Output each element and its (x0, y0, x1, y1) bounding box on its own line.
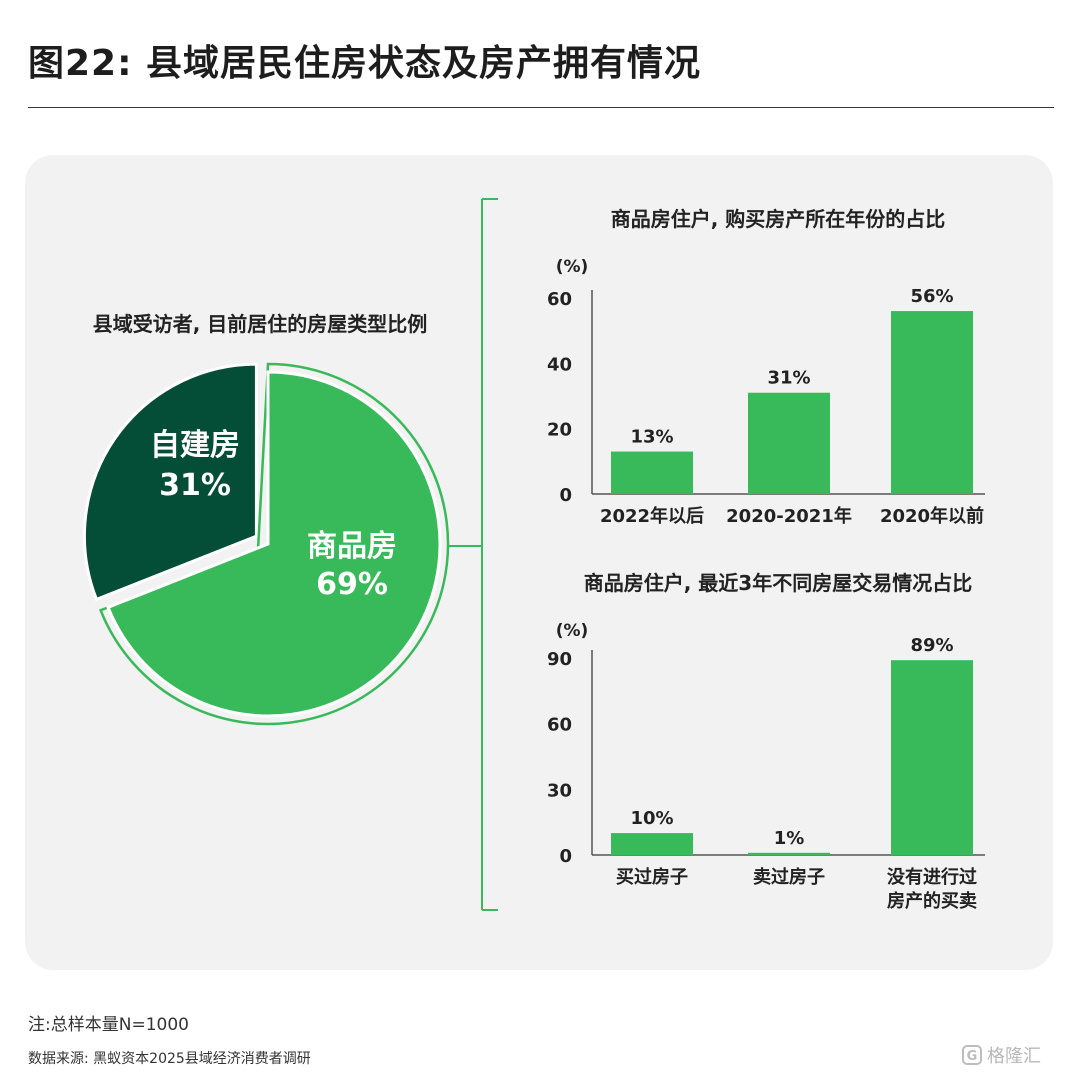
bar-data-label: 13% (630, 427, 673, 448)
bar-data-label: 10% (630, 808, 673, 829)
bar-data-label: 89% (910, 635, 953, 656)
watermark-text: 格隆汇 (987, 1046, 1041, 1067)
bar-data-label: 31% (767, 368, 810, 389)
pie-chart-title: 县域受访者, 目前居住的房屋类型比例 (93, 312, 428, 336)
y-tick-label: 60 (547, 715, 572, 736)
pie-slice-label: 31% (159, 468, 231, 503)
x-category-label: 卖过房子 (753, 866, 825, 888)
bar (611, 451, 693, 494)
bar (891, 311, 973, 494)
x-category-label: 2020-2021年 (726, 505, 852, 527)
pie-slice-outline (99, 362, 450, 726)
x-category-label: 房产的买卖 (887, 890, 977, 912)
pie-slice (82, 362, 258, 602)
x-category-label: 2020年以前 (880, 505, 984, 527)
bar-data-label: 1% (774, 828, 805, 849)
x-category-label: 没有进行过 (887, 866, 977, 888)
title-divider (28, 107, 1054, 108)
y-tick-label: 0 (559, 485, 572, 506)
y-tick-label: 90 (547, 649, 572, 670)
bar (891, 660, 973, 855)
pie-slice-label: 69% (316, 567, 388, 602)
watermark: G 格隆汇 (962, 1042, 1041, 1068)
pie-slice (106, 370, 442, 718)
bar-chart-purchase-year: 商品房住户, 购买房产所在年份的占比 (%) 0 20 40 60 13% 2022年以后… (547, 207, 985, 527)
bar-data-label: 56% (910, 286, 953, 307)
y-tick-label: 30 (547, 780, 572, 801)
y-tick-label: 40 (547, 354, 572, 375)
y-tick-label: 60 (547, 289, 572, 310)
y-tick-label: 0 (559, 846, 572, 867)
bar-chart-purchase-year-unit: (%) (556, 257, 589, 277)
x-category-label: 买过房子 (616, 866, 688, 888)
y-tick-label: 20 (547, 420, 572, 441)
bar-chart-transactions-title: 商品房住户, 最近3年不同房屋交易情况占比 (584, 571, 972, 595)
bar-chart-transactions-unit: (%) (556, 621, 589, 641)
chart-panel (25, 155, 1053, 970)
pie-slice-name: 商品房 (307, 529, 397, 564)
sample-note: 注:总样本量N=1000 (28, 1015, 189, 1035)
watermark-logo-icon: G (962, 1045, 982, 1065)
figure-title: 图22: 县域居民住房状态及房产拥有情况 (28, 43, 702, 84)
bar-chart-purchase-year-title: 商品房住户, 购买房产所在年份的占比 (611, 207, 946, 231)
bar (748, 392, 830, 494)
bar (748, 852, 830, 855)
x-category-label: 2022年以后 (600, 505, 704, 527)
bar (611, 833, 693, 855)
bracket-connector (447, 198, 498, 911)
data-source: 数据来源: 黑蚁资本2025县域经济消费者调研 (28, 1051, 311, 1067)
pie-slice-name: 自建房 (150, 428, 240, 463)
bar-chart-transactions: 商品房住户, 最近3年不同房屋交易情况占比 (%) 0 30 60 90 10% 买过房子… (547, 571, 985, 912)
